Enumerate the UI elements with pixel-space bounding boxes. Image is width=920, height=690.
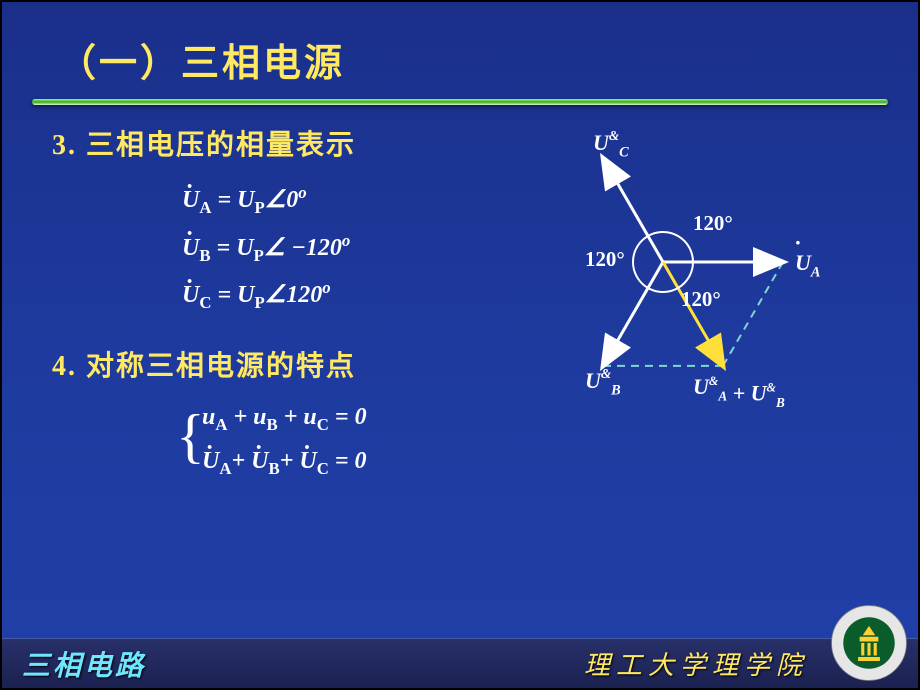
svg-text:U&B: U&B	[585, 366, 621, 399]
slide-title: （一）三相电源	[2, 2, 918, 99]
university-badge-icon	[830, 604, 908, 682]
footer-topic: 三相电路	[22, 644, 146, 684]
svg-text:120°: 120°	[585, 247, 625, 271]
svg-text:U&C: U&C	[593, 128, 629, 160]
footer-bar: 三相电路 理工大学理学院	[2, 638, 918, 688]
equation-sum-phasor: UA+ UB+ UC = 0	[202, 448, 868, 479]
brace-icon: {	[176, 406, 205, 466]
svg-text:120°: 120°	[681, 287, 721, 311]
title-divider	[32, 99, 888, 105]
phasor-diagram: ·UAU&CU&BU&A + U&B120°120°120°	[488, 112, 858, 432]
svg-text:U&A + U&B: U&A + U&B	[693, 374, 785, 410]
svg-text:120°: 120°	[693, 211, 733, 235]
svg-text:UA: UA	[795, 250, 820, 281]
footer-institution: 理工大学理学院	[584, 645, 808, 682]
